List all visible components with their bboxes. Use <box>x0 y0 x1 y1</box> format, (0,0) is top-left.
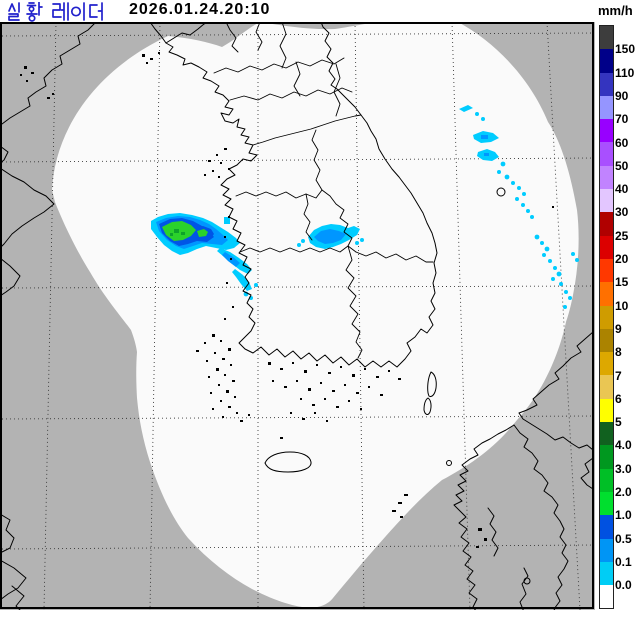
precip-echo-west <box>151 213 258 300</box>
legend-segment <box>600 282 613 306</box>
legend-label: 2.0 <box>615 485 632 499</box>
legend-label: 0.5 <box>615 531 632 546</box>
legend-label: 5 <box>615 415 622 430</box>
legend-segment <box>600 538 613 562</box>
legend-segment <box>600 235 613 259</box>
islands-goto <box>392 494 487 548</box>
legend-segment <box>600 95 613 120</box>
legend-segment <box>600 422 613 446</box>
admin-boundaries <box>213 21 434 359</box>
legend-label: 1.0 <box>615 508 632 523</box>
island-ulleungdo <box>496 187 506 197</box>
legend: 150 110 90 70 60 50 40 30 25 20 15 10 9 8 7 6 5 4.0 3.0 2.0… <box>599 25 635 610</box>
legend-segment <box>600 212 613 236</box>
islands-west-coast <box>224 216 234 320</box>
small-islands <box>20 52 554 548</box>
islands-southwest <box>196 334 250 422</box>
legend-label: 50 <box>615 158 629 173</box>
radar-map <box>0 21 595 619</box>
legend-label: 3.0 <box>615 461 632 476</box>
island-dokdo <box>552 206 554 208</box>
legend-bar <box>599 25 614 610</box>
precip-echo-eastsea <box>459 105 579 309</box>
legend-segment <box>600 49 613 73</box>
legend-label: 9 <box>615 321 622 336</box>
legend-label: 40 <box>615 182 629 197</box>
islands-china-coast <box>20 66 54 99</box>
timestamp: 2026.01.24.20:10 <box>129 1 271 18</box>
legend-label: 0.1 <box>615 554 632 569</box>
legend-label: 6 <box>615 391 622 406</box>
legend-label: 15 <box>615 275 629 290</box>
legend-segment <box>600 515 613 539</box>
map-frame <box>0 22 594 609</box>
legend-label: 60 <box>615 135 629 150</box>
legend-segment <box>600 26 613 50</box>
page-title <box>8 2 103 22</box>
legend-segment <box>600 165 613 190</box>
legend-segment <box>600 561 613 586</box>
coastline-japan <box>453 331 594 613</box>
legend-label: 70 <box>615 112 629 127</box>
legend-label: 0.0 <box>615 578 632 593</box>
islands-gyeonggi-bay <box>204 148 230 178</box>
island-iki <box>446 460 452 466</box>
legend-segment <box>600 258 613 283</box>
unit-label: mm/h <box>598 3 633 18</box>
legend-label: 110 <box>615 65 635 80</box>
legend-label: 10 <box>615 298 629 313</box>
legend-label: 8 <box>615 345 622 360</box>
legend-label: 4.0 <box>615 438 632 453</box>
legend-label: 7 <box>615 368 622 383</box>
legend-segment <box>600 491 613 516</box>
legend-segment <box>600 375 613 399</box>
islands-baengnyeong <box>142 52 160 64</box>
island-jeju <box>264 451 312 473</box>
radar-map-canvas <box>0 21 595 619</box>
legend-label: 30 <box>615 205 629 220</box>
legend-segment <box>600 189 613 213</box>
legend-label: 90 <box>615 88 629 103</box>
legend-label: 150 <box>615 42 635 57</box>
legend-segment <box>600 352 613 376</box>
legend-label: 20 <box>615 252 629 266</box>
precip-echo-central <box>297 224 364 249</box>
legend-segment <box>600 328 613 353</box>
legend-segment <box>600 468 613 492</box>
legend-segment <box>600 585 613 609</box>
legend-segment <box>600 305 613 329</box>
legend-segment <box>600 72 613 96</box>
island-tsushima <box>423 371 437 415</box>
legend-segment <box>600 398 613 423</box>
islands-south-coast <box>268 362 401 422</box>
legend-segment <box>600 119 613 143</box>
island-chuja <box>280 437 283 439</box>
legend-segment <box>600 142 613 166</box>
legend-label: 25 <box>615 228 629 243</box>
legend-segment <box>600 445 613 469</box>
